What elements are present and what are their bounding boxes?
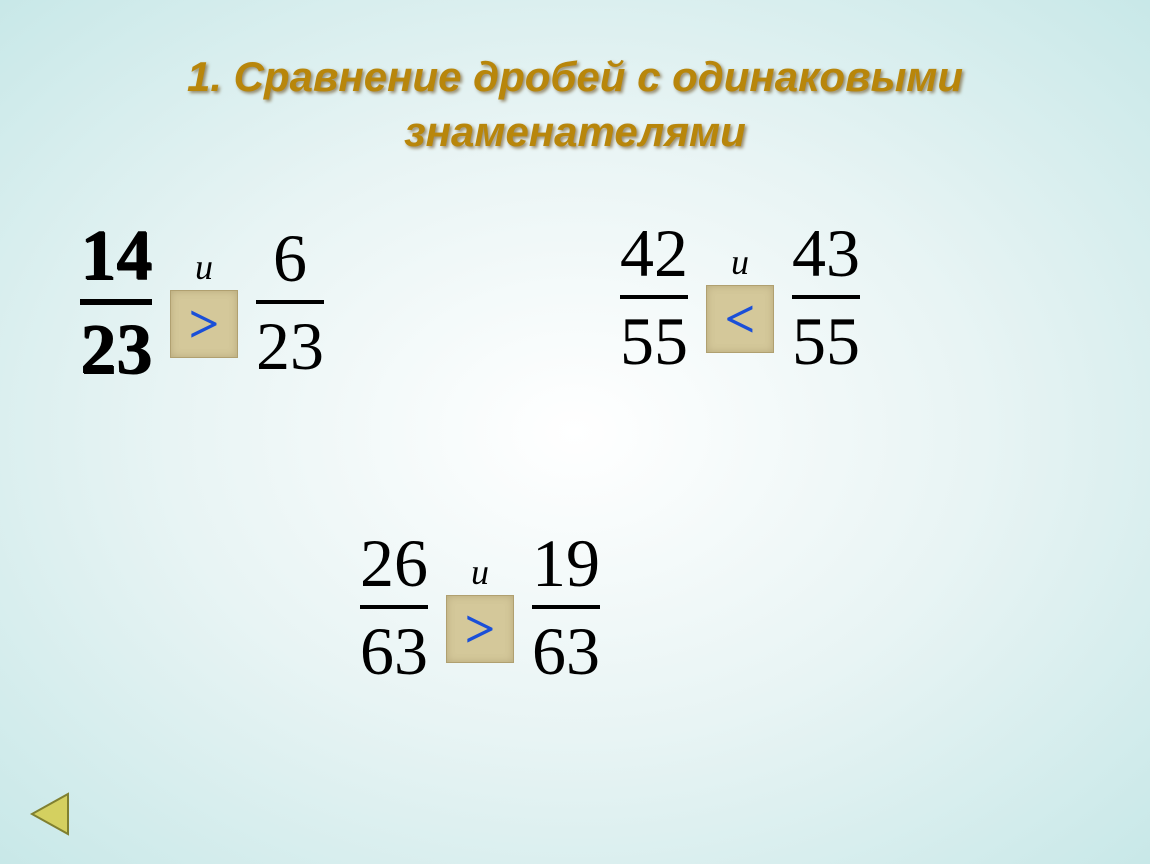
comparison-sign: > (465, 602, 496, 656)
title-line-1: 1. Сравнение дробей с одинаковыми (187, 53, 963, 100)
back-arrow-button[interactable] (20, 784, 80, 844)
comparison-1: 14 23 и > 6 23 (80, 219, 324, 385)
denominator: 23 (256, 312, 324, 380)
denominator: 55 (792, 307, 860, 375)
fraction-bar (360, 605, 428, 609)
triangle-left-icon (24, 788, 76, 840)
connector-label: и (731, 241, 749, 283)
fraction-bar (256, 300, 324, 304)
numerator: 6 (273, 224, 307, 292)
comparison-sign: > (189, 297, 220, 351)
connector-1: и > (170, 246, 238, 358)
title-line-2: знаменателями (404, 108, 746, 155)
sign-box: < (706, 285, 774, 353)
numerator: 26 (360, 529, 428, 597)
fraction-3-left: 26 63 (360, 529, 428, 685)
numerator: 19 (532, 529, 600, 597)
connector-2: и < (706, 241, 774, 353)
denominator: 55 (620, 307, 688, 375)
numerator: 14 (80, 219, 152, 291)
fraction-bar (792, 295, 860, 299)
fraction-2-right: 43 55 (792, 219, 860, 375)
comparison-3: 26 63 и > 19 63 (360, 529, 600, 685)
connector-label: и (195, 246, 213, 288)
slide-title: 1. Сравнение дробей с одинаковыми знамен… (0, 0, 1150, 159)
connector-label: и (471, 551, 489, 593)
fraction-bar (532, 605, 600, 609)
denominator: 23 (80, 313, 152, 385)
connector-3: и > (446, 551, 514, 663)
fraction-1-right: 6 23 (256, 224, 324, 380)
numerator: 43 (792, 219, 860, 287)
slide-content: 14 23 и > 6 23 42 55 и < 43 (0, 159, 1150, 859)
fraction-2-left: 42 55 (620, 219, 688, 375)
numerator: 42 (620, 219, 688, 287)
denominator: 63 (360, 617, 428, 685)
denominator: 63 (532, 617, 600, 685)
fraction-3-right: 19 63 (532, 529, 600, 685)
comparison-2: 42 55 и < 43 55 (620, 219, 860, 375)
fraction-bar (80, 299, 152, 305)
comparison-sign: < (725, 292, 756, 346)
sign-box: > (170, 290, 238, 358)
fraction-bar (620, 295, 688, 299)
sign-box: > (446, 595, 514, 663)
fraction-1-left: 14 23 (80, 219, 152, 385)
